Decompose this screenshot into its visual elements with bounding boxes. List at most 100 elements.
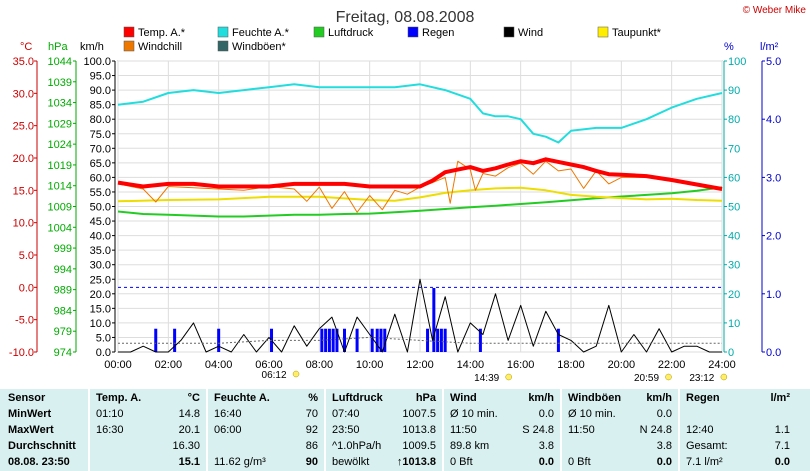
rain-axis-unit: l/m²: [760, 41, 779, 53]
row-label-avg: Durchschnitt: [8, 440, 76, 452]
x-tick-label: 08:00: [306, 359, 334, 371]
legend-label: Regen: [422, 27, 454, 39]
stats-unit-humidity: %: [308, 392, 318, 404]
stats-cell-value: 0.0: [538, 408, 554, 420]
stats-column-humidity: Feuchte A.% 16:40 70 06:00 92 86 11.62 g/m³ 90: [208, 389, 324, 471]
stats-cell-label: 07:40: [332, 408, 360, 420]
humidity-tick-label: 0: [728, 347, 734, 359]
series-line: [117, 157, 723, 191]
rain-bar: [375, 328, 379, 352]
stats-cell-label: 0 Bft: [568, 456, 591, 468]
stats-column-wind: Wind km/h Ø 10 min. 0.0 11:50 S 24.8 89.8 km 3.…: [444, 389, 560, 471]
legend-label: Windchill: [138, 41, 182, 53]
rain-bar: [320, 328, 324, 352]
pressure-tick-label: 979: [54, 326, 72, 338]
humidity-tick-label: 70: [728, 143, 740, 155]
humidity-tick-label: 80: [728, 114, 740, 126]
stats-cell-label: Gesamt:: [686, 440, 728, 452]
stats-unit-temp: °C: [187, 392, 200, 404]
stats-cell-label: 12:40: [686, 424, 714, 436]
pressure-tick-label: 1039: [48, 77, 72, 89]
wind-tick-label: 60.0: [90, 172, 111, 184]
wind-tick-label: 0.0: [96, 347, 111, 359]
time-mark-label: 23:12: [689, 373, 714, 384]
wind-tick-label: 40.0: [90, 231, 111, 243]
sunrise-icon: [292, 370, 300, 378]
wind-tick-label: 75.0: [90, 129, 111, 141]
x-tick-label: 00:00: [104, 359, 132, 371]
x-tick-label: 14:00: [457, 359, 485, 371]
wind-tick-label: 65.0: [90, 158, 111, 170]
wind-tick-label: 15.0: [90, 303, 111, 315]
pressure-tick-label: 974: [54, 347, 72, 359]
rain-tick-label: 1.0: [766, 289, 781, 301]
series-line: [117, 186, 723, 203]
temp-axis-unit: °C: [20, 41, 32, 53]
stats-cell-label: 11:50: [568, 424, 595, 436]
legend-swatch: [217, 40, 229, 52]
x-tick-label: 12:00: [406, 359, 434, 371]
row-label-max: MaxWert: [8, 424, 54, 436]
x-tick-label: 06:00: [255, 359, 283, 371]
rain-bar: [154, 328, 158, 352]
wind-tick-label: 95.0: [90, 71, 111, 83]
pressure-tick-label: 994: [54, 264, 72, 276]
legend-label: Feuchte A.*: [232, 27, 290, 39]
stats-column-temp: Temp. A. °C 01:10 14.8 16:30 20.1 16.30 15.1: [90, 389, 206, 471]
legend-swatch: [407, 26, 419, 38]
stats-cell-label: 01:10: [96, 408, 124, 420]
stats-unit-pressure: hPa: [415, 392, 436, 404]
wind-tick-label: 50.0: [90, 202, 111, 214]
wind-tick-label: 70.0: [90, 143, 111, 155]
pressure-tick-label: 1044: [48, 56, 72, 68]
stats-cell-value: ↑1013.8: [396, 456, 436, 468]
temp-tick-label: 15.0: [13, 185, 34, 197]
legend-swatch: [313, 26, 325, 38]
temp-tick-label: -5.0: [15, 315, 34, 327]
legend-label: Windböen*: [232, 41, 287, 53]
stats-cell-value: 70: [305, 408, 318, 420]
wind-tick-label: 20.0: [90, 289, 111, 301]
x-tick-label: 16:00: [507, 359, 535, 371]
rain-tick-label: 0.0: [766, 347, 781, 359]
x-tick-label: 18:00: [557, 359, 585, 371]
pressure-tick-label: 984: [54, 305, 72, 317]
x-tick-label: 20:00: [608, 359, 636, 371]
axis-ticks: 35.0 30.0 25.0 20.0 15.0 10.0 5.0 0.0 -5.0 -10.0 1…: [9, 56, 781, 371]
pressure-tick-label: 1009: [48, 202, 72, 214]
temp-tick-label: 35.0: [13, 56, 34, 68]
stats-cell-value: 0.0: [774, 456, 790, 468]
legend-swatch: [503, 26, 515, 38]
stats-cell-value: N 24.8: [639, 424, 672, 436]
legend-label: Temp. A.*: [138, 27, 186, 39]
rain-bar: [379, 328, 383, 352]
humidity-axis-unit: %: [724, 41, 734, 53]
time-mark-label: 06:12: [262, 370, 287, 381]
stats-header-gusts: Windböen: [568, 392, 622, 404]
rain-tick-label: 5.0: [766, 56, 781, 68]
rain-tick-label: 2.0: [766, 231, 781, 243]
rain-bar: [335, 328, 339, 352]
rain-bar: [331, 328, 335, 352]
pressure-tick-label: 1029: [48, 118, 72, 130]
stats-cell-value: S 24.8: [522, 424, 554, 436]
stats-cell-value: 90: [305, 456, 318, 468]
stats-cell-value: 7.1: [774, 440, 790, 452]
pressure-tick-label: 1024: [48, 139, 72, 151]
stats-cell-value: 86: [305, 440, 318, 452]
x-tick-label: 04:00: [205, 359, 233, 371]
legend-swatch: [123, 26, 135, 38]
wind-axis-unit: km/h: [80, 41, 104, 53]
series-line: [118, 336, 722, 344]
stats-cell-label: 11:50: [450, 424, 477, 436]
legend-swatch: [217, 26, 229, 38]
pressure-tick-label: 1004: [48, 222, 72, 234]
rain-bar: [370, 328, 374, 352]
stats-row-labels: Sensor MinWert MaxWert Durchschnitt 08.0…: [0, 389, 88, 471]
wind-tick-label: 30.0: [90, 260, 111, 272]
legend-label: Luftdruck: [328, 27, 374, 39]
stats-column-rain: Regen l/m² 12:40 1.1 Gesamt: 7.1 7.1 l/m² 0.0: [680, 389, 796, 471]
row-label-sensor: Sensor: [8, 392, 46, 404]
pressure-tick-label: 1034: [48, 98, 72, 110]
